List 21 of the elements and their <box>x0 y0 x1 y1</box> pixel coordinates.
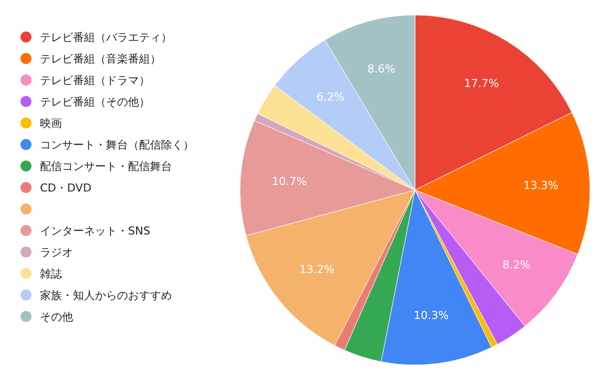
data-label: 8.2% <box>502 258 530 272</box>
legend-label: テレビ番組（音楽番組） <box>40 52 161 66</box>
data-label: 10.7% <box>272 174 307 188</box>
data-label: 10.3% <box>414 308 449 322</box>
legend-label: ラジオ <box>40 246 73 259</box>
legend-label: 家族・知人からのおすすめ <box>40 289 172 302</box>
legend-label: テレビ番組（バラエティ） <box>40 31 172 44</box>
data-label: 13.3% <box>523 178 558 192</box>
legend-label: CD・DVD <box>40 182 92 194</box>
legend-label: その他 <box>40 310 73 324</box>
legend-label: インターネット・SNS <box>40 224 150 238</box>
data-label: 8.6% <box>367 62 396 76</box>
legend-label: テレビ番組（その他） <box>40 96 150 108</box>
data-label: 6.2% <box>316 90 344 104</box>
data-label: 13.2% <box>299 263 334 276</box>
data-label: 17.7% <box>464 76 499 90</box>
legend-label: テレビ番組（ドラマ） <box>40 74 150 87</box>
legend-label: コンサート・舞台（配信除く） <box>40 138 194 152</box>
legend-label: 映画 <box>40 117 62 130</box>
legend-label: 雑誌 <box>40 268 62 280</box>
legend-label: 配信コンサート・配信舞台 <box>40 160 172 173</box>
